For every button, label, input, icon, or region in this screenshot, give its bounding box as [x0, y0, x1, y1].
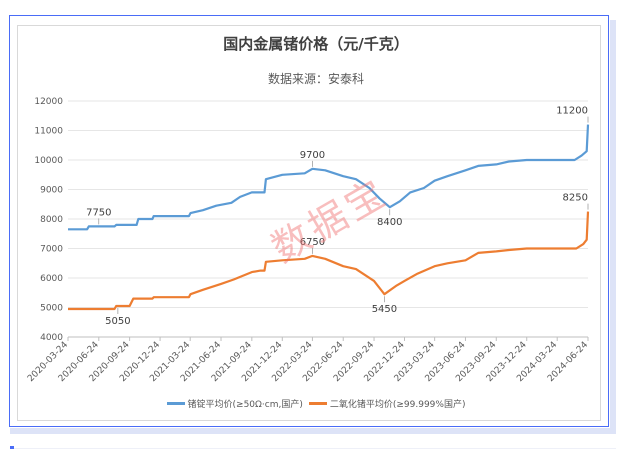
data-label: 5450	[372, 304, 397, 315]
y-tick-label: 9000	[40, 186, 63, 196]
y-tick-label: 5000	[40, 304, 63, 314]
series-line-dioxide	[68, 211, 590, 311]
legend-label-dioxide: 二氧化锗平均价(≥99.999%国产)	[329, 400, 466, 410]
y-tick-label: 8000	[40, 215, 63, 225]
frame-shadow-right	[610, 20, 616, 434]
data-label: 7750	[86, 207, 111, 218]
legend-swatch-dioxide	[308, 402, 327, 405]
legend-item-ingot: 锗锭平均价(≥50Ω·cm,国产)	[166, 397, 303, 410]
y-tick-label: 4000	[40, 333, 63, 343]
legend-item-dioxide: 二氧化锗平均价(≥99.999%国产)	[308, 397, 466, 410]
data-label: 6750	[300, 237, 325, 248]
divider-mark	[10, 446, 14, 449]
frame-shadow-bottom	[10, 428, 616, 434]
chart-subtitle: 数据来源：安泰科	[267, 72, 364, 86]
chart-area	[17, 25, 601, 421]
legend: 锗锭平均价(≥50Ω·cm,国产) 二氧化锗平均价(≥99.999%国产)	[0, 397, 632, 410]
y-tick-label: 7000	[40, 245, 63, 255]
legend-label-ingot: 锗锭平均价(≥50Ω·cm,国产)	[187, 400, 303, 410]
legend-swatch-ingot	[166, 402, 185, 405]
divider	[10, 448, 616, 449]
chart-title: 国内金属锗价格（元/千克）	[223, 35, 409, 53]
y-tick-label: 10000	[34, 156, 63, 166]
data-label: 9700	[300, 150, 325, 161]
y-tick-label: 6000	[40, 274, 63, 284]
data-label: 5050	[105, 316, 130, 327]
y-tick-label: 12000	[34, 97, 63, 107]
data-label: 11200	[556, 106, 588, 117]
data-label: 8250	[563, 193, 588, 204]
series-line-ingot	[68, 124, 590, 231]
y-tick-label: 11000	[34, 127, 63, 137]
data-label: 8400	[377, 217, 402, 228]
